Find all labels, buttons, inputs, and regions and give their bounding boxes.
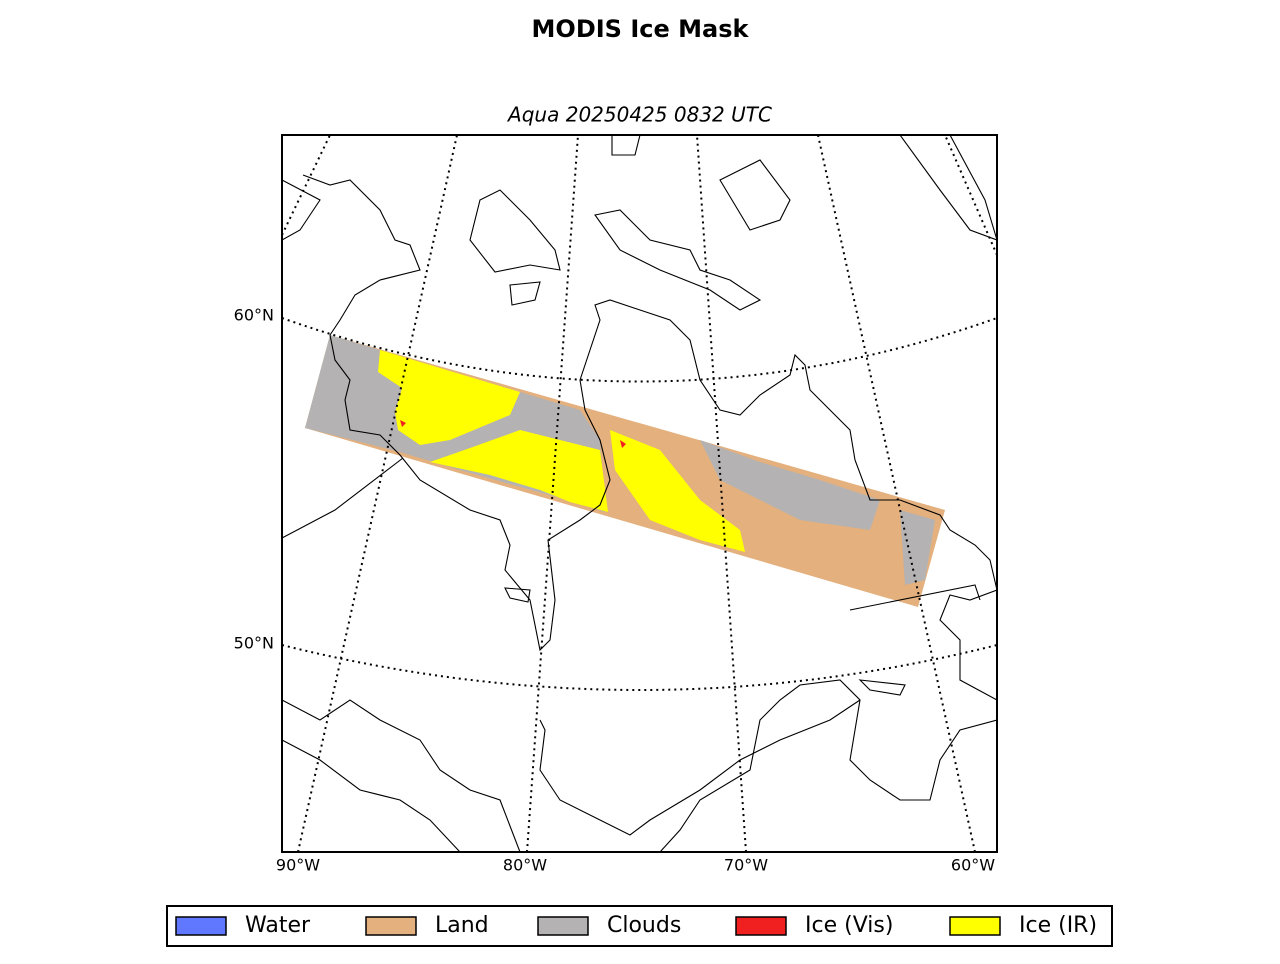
- legend-label: Ice (IR): [1019, 913, 1097, 938]
- swath-clouds: [900, 510, 935, 585]
- graticule: [282, 135, 997, 852]
- swath-ice-vis: [400, 420, 406, 427]
- lat-label: 50°N: [234, 634, 274, 653]
- lat-label: 60°N: [234, 306, 274, 325]
- legend-swatch: [949, 916, 1001, 936]
- swath-ice-vis: [620, 440, 626, 448]
- legend-label: Water: [245, 913, 311, 938]
- lon-label: 70°W: [724, 856, 768, 875]
- coastlines: [282, 135, 997, 852]
- swath: [305, 335, 945, 607]
- subtitle: Aqua 20250425 0832 UTC: [506, 103, 772, 127]
- lon-label: 90°W: [276, 856, 320, 875]
- legend: Water Land Clouds Ice (Vis) Ice (IR): [166, 905, 1113, 947]
- title: MODIS Ice Mask: [532, 15, 750, 43]
- map-frame: [281, 134, 998, 853]
- legend-swatch: [537, 916, 589, 936]
- legend-label: Ice (Vis): [805, 913, 893, 938]
- swath-ice-ir: [430, 430, 608, 512]
- legend-label: Land: [435, 913, 489, 938]
- lon-label: 80°W: [503, 856, 547, 875]
- map: [282, 135, 997, 852]
- legend-swatch: [365, 916, 417, 936]
- swath-ice-ir: [378, 350, 520, 445]
- lon-label: 60°W: [951, 856, 995, 875]
- swath-clouds: [700, 440, 880, 530]
- legend-swatch: [735, 916, 787, 936]
- legend-swatch: [175, 916, 227, 936]
- swath-ice-ir: [610, 430, 745, 552]
- legend-label: Clouds: [607, 913, 681, 938]
